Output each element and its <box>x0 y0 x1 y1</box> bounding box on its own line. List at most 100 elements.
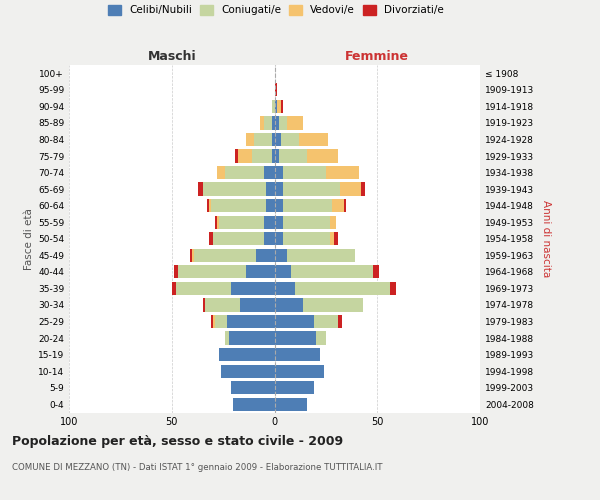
Bar <box>172 282 176 295</box>
Bar <box>192 248 194 262</box>
Bar <box>275 83 277 96</box>
Bar <box>238 150 252 162</box>
Bar <box>221 364 275 378</box>
Bar <box>283 166 326 179</box>
Bar <box>287 248 355 262</box>
Bar <box>215 216 217 229</box>
Text: Popolazione per età, sesso e stato civile - 2009: Popolazione per età, sesso e stato civil… <box>12 435 343 448</box>
Bar <box>283 216 330 229</box>
Bar <box>283 199 332 212</box>
Bar <box>174 265 178 278</box>
Bar <box>278 150 307 162</box>
Bar <box>215 315 227 328</box>
Bar <box>287 116 303 130</box>
Bar <box>344 199 346 212</box>
Bar <box>275 348 320 361</box>
Bar <box>303 298 363 312</box>
Bar <box>275 150 278 162</box>
Bar <box>275 282 295 295</box>
Bar <box>291 265 373 278</box>
Y-axis label: Fasce di età: Fasce di età <box>24 208 34 270</box>
Bar <box>283 182 340 196</box>
Bar <box>326 166 359 179</box>
Bar <box>275 216 283 229</box>
Bar <box>281 133 299 146</box>
Bar <box>229 332 275 344</box>
Bar <box>219 216 264 229</box>
Bar <box>340 182 361 196</box>
Bar <box>295 282 389 295</box>
Bar <box>213 315 215 328</box>
Bar <box>225 166 264 179</box>
Text: Femmine: Femmine <box>345 50 409 62</box>
Bar <box>233 398 275 411</box>
Bar <box>338 315 343 328</box>
Bar <box>260 116 264 130</box>
Bar <box>275 315 314 328</box>
Bar <box>264 216 275 229</box>
Bar <box>252 150 272 162</box>
Bar <box>256 248 275 262</box>
Bar <box>272 100 275 113</box>
Bar <box>283 232 330 245</box>
Bar <box>277 100 281 113</box>
Bar <box>211 199 266 212</box>
Bar <box>281 100 283 113</box>
Bar <box>239 298 275 312</box>
Bar <box>190 248 193 262</box>
Bar <box>272 116 275 130</box>
Bar <box>275 265 291 278</box>
Text: COMUNE DI MEZZANO (TN) - Dati ISTAT 1° gennaio 2009 - Elaborazione TUTTITALIA.IT: COMUNE DI MEZZANO (TN) - Dati ISTAT 1° g… <box>12 462 383 471</box>
Bar <box>254 133 272 146</box>
Bar <box>275 398 307 411</box>
Bar <box>217 166 225 179</box>
Bar <box>266 199 275 212</box>
Bar <box>227 315 275 328</box>
Bar <box>246 265 275 278</box>
Bar <box>272 133 275 146</box>
Bar <box>373 265 379 278</box>
Bar <box>275 133 281 146</box>
Bar <box>307 150 338 162</box>
Bar <box>209 232 213 245</box>
Bar <box>275 100 277 113</box>
Bar <box>232 282 275 295</box>
Bar <box>334 232 338 245</box>
Bar <box>275 332 316 344</box>
Bar <box>225 332 229 344</box>
Bar <box>211 315 213 328</box>
Bar <box>203 298 205 312</box>
Bar <box>275 248 287 262</box>
Bar <box>264 166 275 179</box>
Bar <box>178 265 246 278</box>
Bar <box>275 199 283 212</box>
Bar <box>330 216 336 229</box>
Text: Maschi: Maschi <box>148 50 196 62</box>
Bar <box>194 248 256 262</box>
Bar <box>275 298 303 312</box>
Bar <box>217 216 219 229</box>
Bar <box>316 332 326 344</box>
Bar <box>275 232 283 245</box>
Bar <box>264 116 272 130</box>
Bar <box>176 282 232 295</box>
Bar <box>264 232 275 245</box>
Bar <box>314 315 338 328</box>
Bar <box>330 232 334 245</box>
Bar <box>203 182 266 196</box>
Bar <box>209 199 211 212</box>
Legend: Celibi/Nubili, Coniugati/e, Vedovi/e, Divorziati/e: Celibi/Nubili, Coniugati/e, Vedovi/e, Di… <box>108 5 444 15</box>
Bar <box>199 182 203 196</box>
Y-axis label: Anni di nascita: Anni di nascita <box>541 200 551 278</box>
Bar <box>205 298 239 312</box>
Bar <box>219 348 275 361</box>
Bar <box>272 150 275 162</box>
Bar <box>275 166 283 179</box>
Bar <box>275 182 283 196</box>
Bar <box>389 282 396 295</box>
Bar <box>246 133 254 146</box>
Bar <box>361 182 365 196</box>
Bar <box>275 116 278 130</box>
Bar <box>235 150 238 162</box>
Bar <box>332 199 344 212</box>
